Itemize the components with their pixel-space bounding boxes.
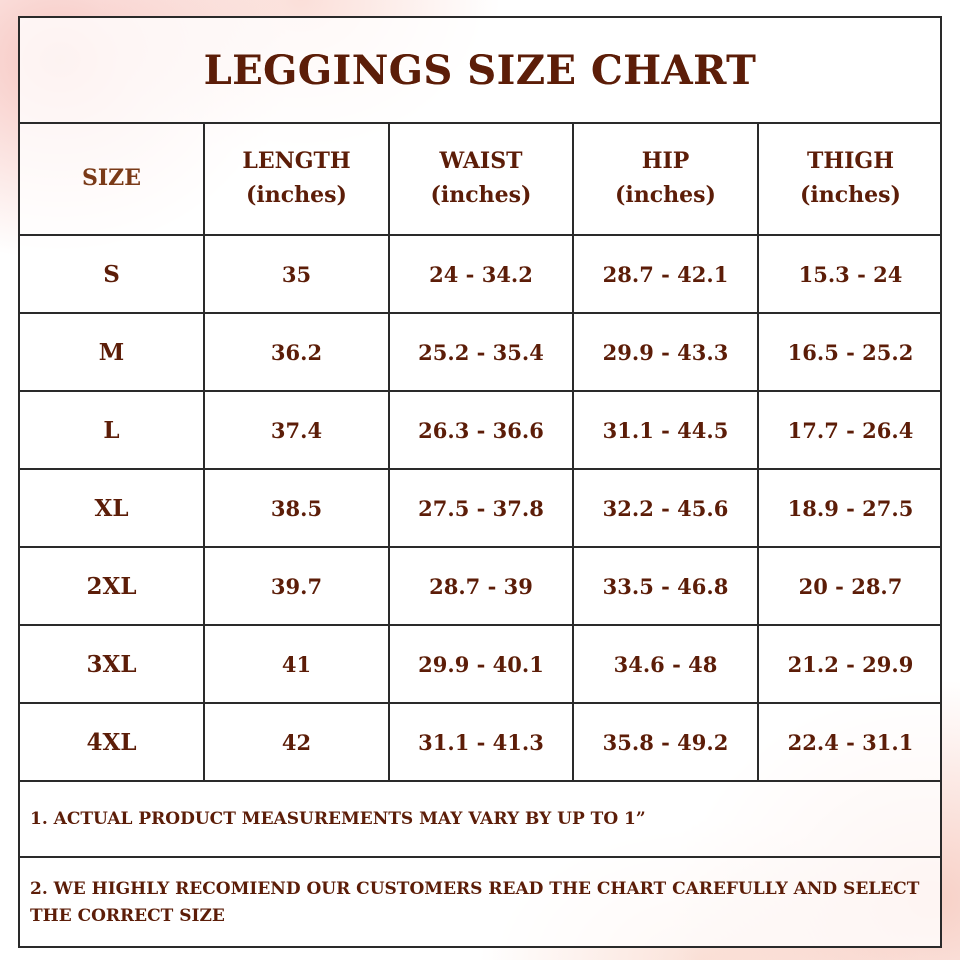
header-text: (inches) <box>246 182 347 208</box>
header-text: WAIST <box>439 148 523 174</box>
title: LEGGINGS SIZE CHART <box>20 18 940 124</box>
header-text: (inches) <box>430 182 532 208</box>
size-label: S <box>20 236 205 314</box>
measurement: 33.5 - 46.8 <box>574 548 759 626</box>
measurement: 28.7 - 39 <box>390 548 574 626</box>
header-text: THIGH <box>806 148 895 174</box>
measurement: 16.5 - 25.2 <box>759 314 942 392</box>
measurement: 35 <box>205 236 390 314</box>
size-label: 3XL <box>20 626 205 704</box>
measurement: 39.7 <box>205 548 390 626</box>
size-label: L <box>20 392 205 470</box>
measurement: 27.5 - 37.8 <box>390 470 574 548</box>
header-cell: SIZE <box>20 122 205 236</box>
measurement: 32.2 - 45.6 <box>574 470 759 548</box>
measurement: 17.7 - 26.4 <box>759 392 942 470</box>
size-label: 2XL <box>20 548 205 626</box>
measurement: 38.5 <box>205 470 390 548</box>
header-text: LENGTH <box>242 148 351 174</box>
measurement: 42 <box>205 704 390 782</box>
measurement: 15.3 - 24 <box>759 236 942 314</box>
measurement: 34.6 - 48 <box>574 626 759 704</box>
header-cell: LENGTH (inches) <box>205 122 390 236</box>
measurement: 18.9 - 27.5 <box>759 470 942 548</box>
measurement: 28.7 - 42.1 <box>574 236 759 314</box>
note: 1. ACTUAL PRODUCT MEASUREMENTS MAY VARY … <box>20 782 940 858</box>
measurement: 26.3 - 36.6 <box>390 392 574 470</box>
measurement: 41 <box>205 626 390 704</box>
size-label: XL <box>20 470 205 548</box>
measurement: 29.9 - 43.3 <box>574 314 759 392</box>
measurement: 22.4 - 31.1 <box>759 704 942 782</box>
measurement: 36.2 <box>205 314 390 392</box>
measurement: 37.4 <box>205 392 390 470</box>
measurement: 31.1 - 44.5 <box>574 392 759 470</box>
size-label: 4XL <box>20 704 205 782</box>
measurement: 35.8 - 49.2 <box>574 704 759 782</box>
header-text: (inches) <box>800 182 901 208</box>
measurement: 29.9 - 40.1 <box>390 626 574 704</box>
size-label: M <box>20 314 205 392</box>
header-cell: HIP (inches) <box>574 122 759 236</box>
header-cell: WAIST (inches) <box>390 122 574 236</box>
header-text: (inches) <box>615 182 716 208</box>
measurement: 24 - 34.2 <box>390 236 574 314</box>
measurement: 31.1 - 41.3 <box>390 704 574 782</box>
note: 2. WE HIGHLY RECOMIEND OUR CUSTOMERS REA… <box>30 879 920 926</box>
header-text: SIZE <box>81 165 141 191</box>
measurement: 21.2 - 29.9 <box>759 626 942 704</box>
measurement: 25.2 - 35.4 <box>390 314 574 392</box>
header-text: HIP <box>641 148 690 174</box>
measurement: 20 - 28.7 <box>759 548 942 626</box>
size-chart: LEGGINGS SIZE CHART SIZE LENGTH (inches) WA… <box>18 16 942 948</box>
header-cell: THIGH (inches) <box>759 122 942 236</box>
